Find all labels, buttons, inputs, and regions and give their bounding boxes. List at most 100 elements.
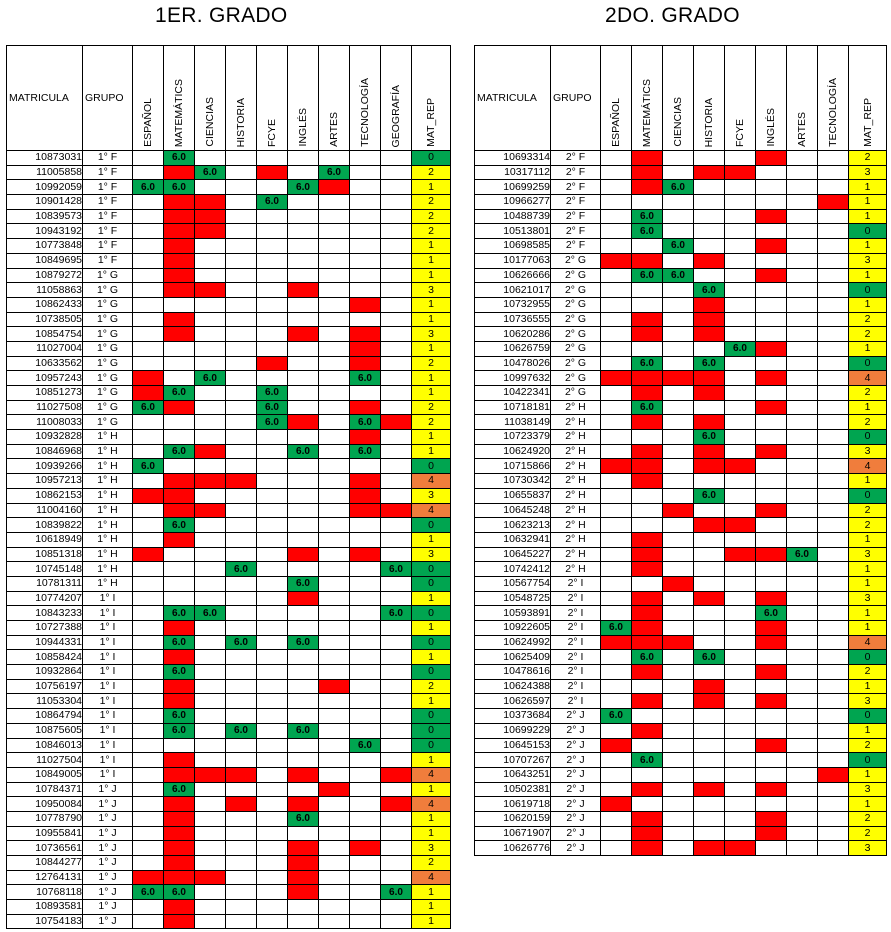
matricula-cell: 10699259 [474,179,551,196]
grade-cell-matematics [631,296,663,313]
grade-cell-ciencias [662,810,694,827]
table-row: 10778790 1° J 6.0 1 [6,810,451,827]
grade-cell-tecnologia [349,649,381,666]
matricula-cell: 10922605 [474,620,551,636]
grade-cell-failed-ciencias [662,634,694,651]
grade-cell-passed-ingles: 6.0 [287,722,319,739]
grade-cell-failed-ingles [287,546,319,563]
grade-cell-fcye [256,605,288,621]
grade-cell-fcye [256,208,288,225]
column-header-ciencias: CIENCIAS [662,45,694,151]
grade-cell-failed-tecnologia [349,473,381,489]
grade-cell-passed-matematics: 6.0 [163,605,195,621]
grade-cell-artes [318,620,350,636]
grade-cell-fcye [256,869,288,886]
grade-cell-espanol [600,429,632,445]
grade-cell-ingles [755,458,787,475]
grade-cell-ciencias [662,223,694,240]
grade-cell-historia [693,208,725,225]
grupo-cell: 1° H [82,531,133,548]
grade-cell-espanol [132,708,164,724]
table-row: 11058863 1° G 3 [6,282,451,298]
grade-cell-historia [225,502,257,519]
grupo-cell: 1° I [82,620,133,636]
grade-cell-failed-espanol [600,634,632,651]
grade-cell-ingles [287,164,319,181]
grade-cell-ciencias [194,385,226,401]
grupo-cell: 1° I [82,634,133,651]
column-header-ingles: INGLÉS [755,45,787,151]
grade-cell-geografia [380,179,412,196]
grade-cell-artes [786,267,818,284]
mat-rep-cell: 1 [848,296,887,313]
grade-cell-artes [786,150,818,166]
grade-cell-tecnologia [817,693,849,710]
grade-cell-geografia [380,546,412,563]
grade-cell-failed-matematics [631,531,663,548]
grade-cell-espanol [132,693,164,710]
matricula-cell: 10715866 [474,458,551,475]
grade-cell-passed-matematics: 6.0 [163,517,195,533]
grade-cell-ciencias [194,340,226,357]
grade-cell-fcye [724,737,756,754]
grade-cell-failed-fcye [724,517,756,533]
grade-cell-historia [225,267,257,284]
grupo-cell: 2° G [550,355,601,372]
grade-cell-ciencias [662,693,694,710]
grade-cell-artes [786,473,818,489]
matricula-cell: 10624920 [474,443,551,460]
grade-cell-historia [225,649,257,666]
grade-cell-ciencias [194,693,226,710]
grade-cell-espanol [600,399,632,416]
mat-rep-cell: 0 [848,708,887,724]
mat-rep-cell: 0 [848,429,887,445]
grade-cell-tecnologia [817,634,849,651]
grade-cell-ciencias [662,282,694,298]
table-row: 10781311 1° H 6.0 0 [6,575,451,592]
grade-cell-historia [693,561,725,577]
grade-cell-failed-artes [318,179,350,196]
grade-cell-matematics [631,766,663,783]
grade-cell-failed-ingles [755,150,787,166]
grade-cell-failed-ingles [287,282,319,298]
mat-rep-cell: 1 [848,340,887,357]
grade-cell-geografia [380,223,412,240]
grade-cell-failed-matematics [631,458,663,475]
grade-cell-ciencias [662,355,694,372]
grupo-cell: 1° F [82,208,133,225]
table-row: 10768118 1° J 6.0 6.0 6.0 1 [6,884,451,901]
grade-cell-artes [786,487,818,504]
matricula-cell: 10317112 [474,164,551,181]
column-header-matematics: MATEMÁTICS [631,45,663,151]
grade-cell-ciencias [662,340,694,357]
mat-rep-cell: 1 [848,238,887,254]
grade-cell-tecnologia [817,238,849,254]
matricula-cell: 10623213 [474,517,551,533]
grade-cell-failed-ciencias [194,443,226,460]
matricula-cell: 10698585 [474,238,551,254]
grade-cell-ciencias [662,708,694,724]
grade-cell-tecnologia [349,531,381,548]
grade-cell-matematics [631,194,663,210]
grade-cell-failed-historia [693,311,725,328]
grade-cell-historia [225,443,257,460]
grade-cell-passed-artes: 6.0 [786,546,818,563]
matricula-cell: 11027504 [6,752,83,768]
grade-cell-failed-matematics [631,414,663,431]
grade-cell-espanol [132,605,164,621]
grade-cell-tecnologia [349,693,381,710]
grade-cell-ciencias [194,796,226,812]
matricula-cell: 12764131 [6,869,83,886]
grade-cell-tecnologia [349,194,381,210]
grade-cell-failed-tecnologia [349,326,381,342]
grade-cell-historia [225,913,257,930]
grupo-cell: 1° H [82,546,133,563]
grade-cell-failed-matematics [631,620,663,636]
grade-cell-espanol [600,575,632,592]
grade-cell-historia [225,605,257,621]
grade-cell-geografia [380,855,412,871]
grade-cell-ciencias [662,605,694,621]
grade-cell-artes [318,649,350,666]
grade-cell-failed-ingles [755,825,787,842]
grade-cell-ciencias [662,252,694,269]
